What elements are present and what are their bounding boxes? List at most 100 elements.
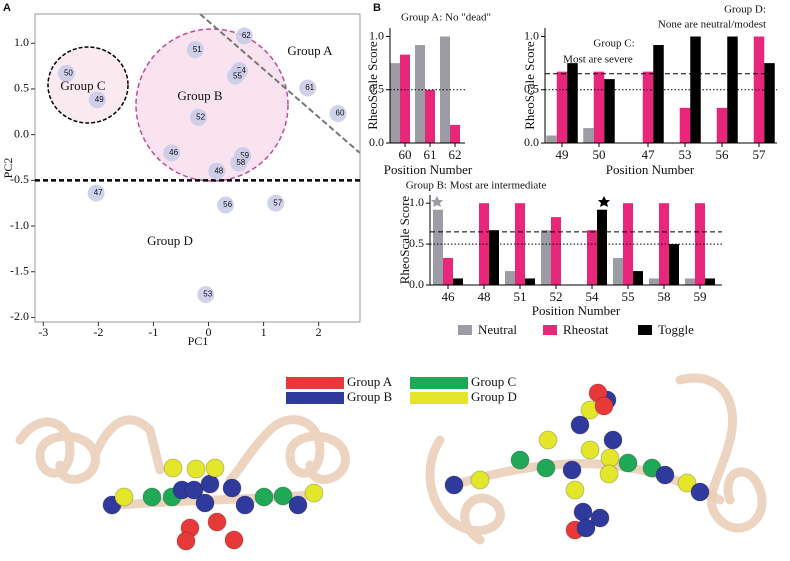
- legend-swatch: [286, 377, 344, 389]
- legend-label: Group C: [471, 374, 516, 389]
- annotation: Most are severe: [563, 54, 633, 66]
- point: [87, 184, 105, 202]
- bar: [685, 278, 695, 285]
- atom: [538, 430, 558, 450]
- legend-swatch: [458, 325, 472, 335]
- point-label: 59: [240, 151, 249, 160]
- group-label: Group A: [287, 43, 333, 58]
- y-tick-label: 0.5: [369, 82, 384, 96]
- bar: [450, 124, 460, 143]
- bar: [541, 230, 551, 285]
- x-tick-label: 48: [478, 289, 491, 304]
- atom: [304, 483, 324, 503]
- y-axis-label: PC2: [1, 158, 15, 179]
- y-tick-label: 0.0: [524, 135, 539, 149]
- ribbon: [675, 373, 767, 533]
- bar: [727, 36, 738, 143]
- y-axis-label: RheoScale Score: [397, 196, 412, 285]
- bar: [546, 135, 557, 143]
- atom: [690, 482, 710, 502]
- bar: [556, 71, 568, 143]
- bar: [613, 258, 623, 285]
- atom: [600, 448, 620, 468]
- group-b-outline: [135, 28, 289, 182]
- bar: [515, 203, 525, 285]
- x-tick-label: 62: [449, 147, 462, 162]
- point-label: 47: [94, 188, 103, 197]
- point: [88, 91, 106, 109]
- bar: [400, 54, 410, 143]
- legend-swatch: [410, 377, 468, 389]
- ribbon: [225, 415, 350, 485]
- bar: [679, 107, 691, 143]
- bar: [390, 63, 400, 144]
- group-label: Group C: [60, 78, 105, 93]
- atom: [288, 495, 308, 515]
- x-tick-label: 58: [658, 289, 671, 304]
- point-label: 49: [95, 95, 104, 104]
- x-tick-label: 61: [424, 147, 437, 162]
- plot-frame: [34, 13, 361, 323]
- legend-swatch: [410, 392, 468, 404]
- y-tick-label: 0.5: [14, 81, 29, 95]
- y-tick-label: 0.0: [369, 135, 384, 149]
- bar: [433, 209, 443, 285]
- x-tick-label: 55: [622, 289, 635, 304]
- bar: [633, 271, 643, 285]
- bar: [567, 63, 578, 144]
- atom: [207, 512, 227, 532]
- y-tick-label: 1.0: [409, 195, 424, 209]
- point-label: 61: [305, 83, 314, 92]
- atom: [562, 460, 582, 480]
- group-label: Group B: [177, 88, 222, 103]
- legend-label: Group B: [347, 389, 392, 404]
- bar: [764, 63, 775, 144]
- atom: [570, 415, 590, 435]
- atom: [163, 458, 183, 478]
- atom: [235, 495, 255, 515]
- point-label: 48: [214, 166, 223, 175]
- point: [235, 27, 253, 45]
- point-label: 51: [193, 45, 202, 54]
- atom: [195, 493, 215, 513]
- atom: [565, 480, 585, 500]
- atom: [599, 464, 619, 484]
- x-tick-label: 1: [261, 325, 267, 339]
- x-axis-label: PC1: [188, 334, 209, 348]
- atom: [142, 487, 162, 507]
- x-tick-label: -2: [93, 325, 103, 339]
- point-label: 60: [336, 109, 345, 118]
- atom: [205, 458, 225, 478]
- bar: [597, 209, 607, 285]
- y-tick-label: 0.5: [524, 82, 539, 96]
- legend-label: Group A: [347, 374, 393, 389]
- bar: [593, 71, 605, 143]
- y-tick-label: 1.0: [14, 35, 29, 49]
- atom: [186, 459, 206, 479]
- x-tick-label: 46: [442, 289, 456, 304]
- y-tick-label: 1.0: [524, 28, 539, 42]
- point-label: 52: [196, 112, 205, 121]
- atom: [184, 480, 204, 500]
- x-tick-label: 54: [586, 289, 600, 304]
- atom: [444, 475, 464, 495]
- x-axis-label: Position Number: [606, 162, 695, 177]
- atom: [655, 465, 675, 485]
- x-tick-label: 2: [316, 325, 322, 339]
- bar: [505, 271, 515, 285]
- x-axis-label: Position Number: [532, 303, 621, 318]
- point-label: 55: [233, 71, 242, 80]
- point-label: 46: [169, 148, 178, 157]
- bar: [440, 36, 450, 143]
- ribbon: [15, 415, 165, 484]
- point: [197, 286, 215, 304]
- annotation: Group C:: [593, 38, 634, 50]
- atom: [618, 453, 638, 473]
- x-tick-label: -3: [38, 325, 48, 339]
- bar: [669, 244, 679, 285]
- point: [163, 144, 181, 162]
- point-label: 57: [273, 198, 282, 207]
- point-label: 50: [64, 69, 73, 78]
- x-tick-label: 47: [642, 147, 656, 162]
